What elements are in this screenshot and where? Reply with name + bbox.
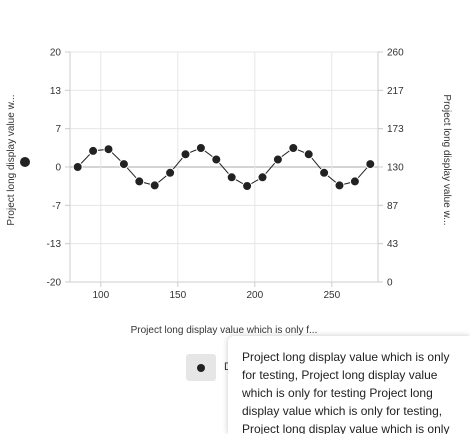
tooltip: Project long display value which is only… — [228, 336, 470, 434]
y-tick-label: -7 — [52, 201, 61, 212]
data-point — [195, 143, 206, 153]
data-point — [257, 172, 268, 183]
y2-axis-title: Project long display value w... — [441, 94, 452, 225]
y2-tick-label: 173 — [387, 124, 404, 135]
legend-item-toggle[interactable] — [186, 354, 216, 381]
legend-marker-icon — [197, 364, 205, 372]
y-axis-series-marker — [20, 157, 30, 167]
y2-tick-label: 260 — [387, 48, 404, 59]
x-tick-label: 200 — [246, 290, 263, 301]
tooltip-text: Project long display value which is only… — [242, 350, 450, 434]
data-point — [149, 180, 160, 191]
data-point — [103, 144, 114, 155]
data-point — [242, 181, 253, 191]
data-point — [211, 154, 222, 165]
y2-tick-label: 217 — [387, 86, 404, 97]
data-point — [272, 154, 283, 165]
x-tick-label: 100 — [92, 290, 109, 301]
data-point — [288, 143, 299, 153]
y-axis-title: Project long display value w... — [6, 94, 17, 225]
y-tick-label: 0 — [55, 163, 61, 174]
data-point — [72, 162, 83, 172]
data-point — [319, 167, 330, 178]
y-tick-label: -13 — [47, 239, 62, 250]
legend-item-label: D — [224, 361, 232, 373]
data-point — [134, 176, 145, 187]
data-point — [334, 180, 345, 191]
y-tick-label: -20 — [47, 278, 62, 289]
data-point — [303, 149, 314, 160]
y-tick-label: 20 — [50, 48, 62, 59]
x-axis-title: Project long display value which is only… — [131, 325, 318, 336]
data-point — [88, 145, 99, 156]
data-point — [180, 149, 191, 160]
y2-tick-label: 0 — [387, 278, 393, 289]
data-point — [165, 167, 176, 178]
y-tick-label: 13 — [50, 86, 62, 97]
x-tick-label: 250 — [323, 290, 340, 301]
data-point — [349, 176, 360, 187]
data-point — [365, 159, 376, 170]
x-tick-label: 150 — [169, 290, 186, 301]
y-tick-label: 7 — [55, 124, 61, 135]
data-point — [118, 159, 129, 170]
y2-tick-label: 87 — [387, 201, 399, 212]
y2-tick-label: 130 — [387, 163, 404, 174]
data-point — [226, 172, 237, 183]
y2-tick-label: 43 — [387, 239, 399, 250]
